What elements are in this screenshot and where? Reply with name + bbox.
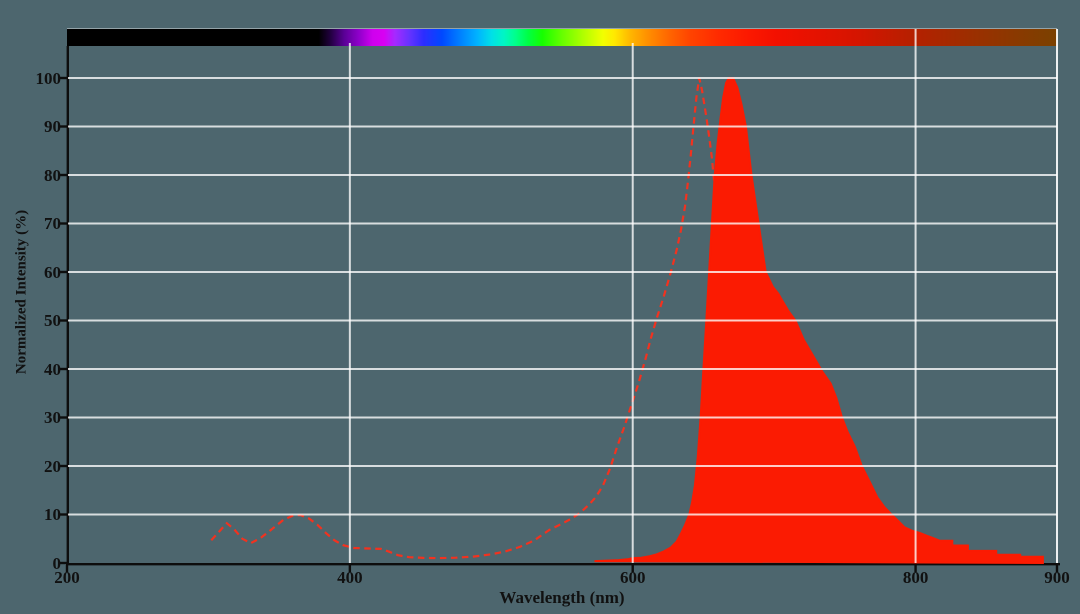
y-axis-title: Normalized Intensity (%) — [13, 209, 30, 375]
x-tick-label: 600 — [619, 568, 646, 587]
y-tick-label: 60 — [44, 262, 61, 282]
axes — [60, 46, 1060, 572]
x-tick-label: 900 — [1044, 568, 1070, 587]
y-tick-label: 10 — [44, 505, 61, 524]
y-tick-label: 100 — [35, 68, 62, 88]
y-tick-label: 20 — [44, 456, 61, 476]
x-tick-label: 200 — [54, 568, 80, 587]
emission-curve — [594, 77, 1044, 565]
y-tick-label: 80 — [44, 165, 61, 185]
y-tick-label: 50 — [44, 311, 61, 330]
y-tick-label: 40 — [44, 359, 61, 379]
spectrum-color-bar — [67, 29, 1057, 46]
excitation-curve — [210, 77, 799, 563]
y-tick-label: 0 — [52, 553, 62, 573]
y-tick-label: 70 — [44, 214, 61, 233]
x-tick-label: 400 — [337, 568, 363, 587]
x-axis-title: Wavelength (nm) — [499, 588, 625, 607]
y-tick-label: 90 — [44, 117, 61, 136]
plot-gridlines — [68, 29, 1058, 563]
y-tick-label: 30 — [44, 408, 61, 427]
x-tick-label: 800 — [902, 568, 929, 587]
